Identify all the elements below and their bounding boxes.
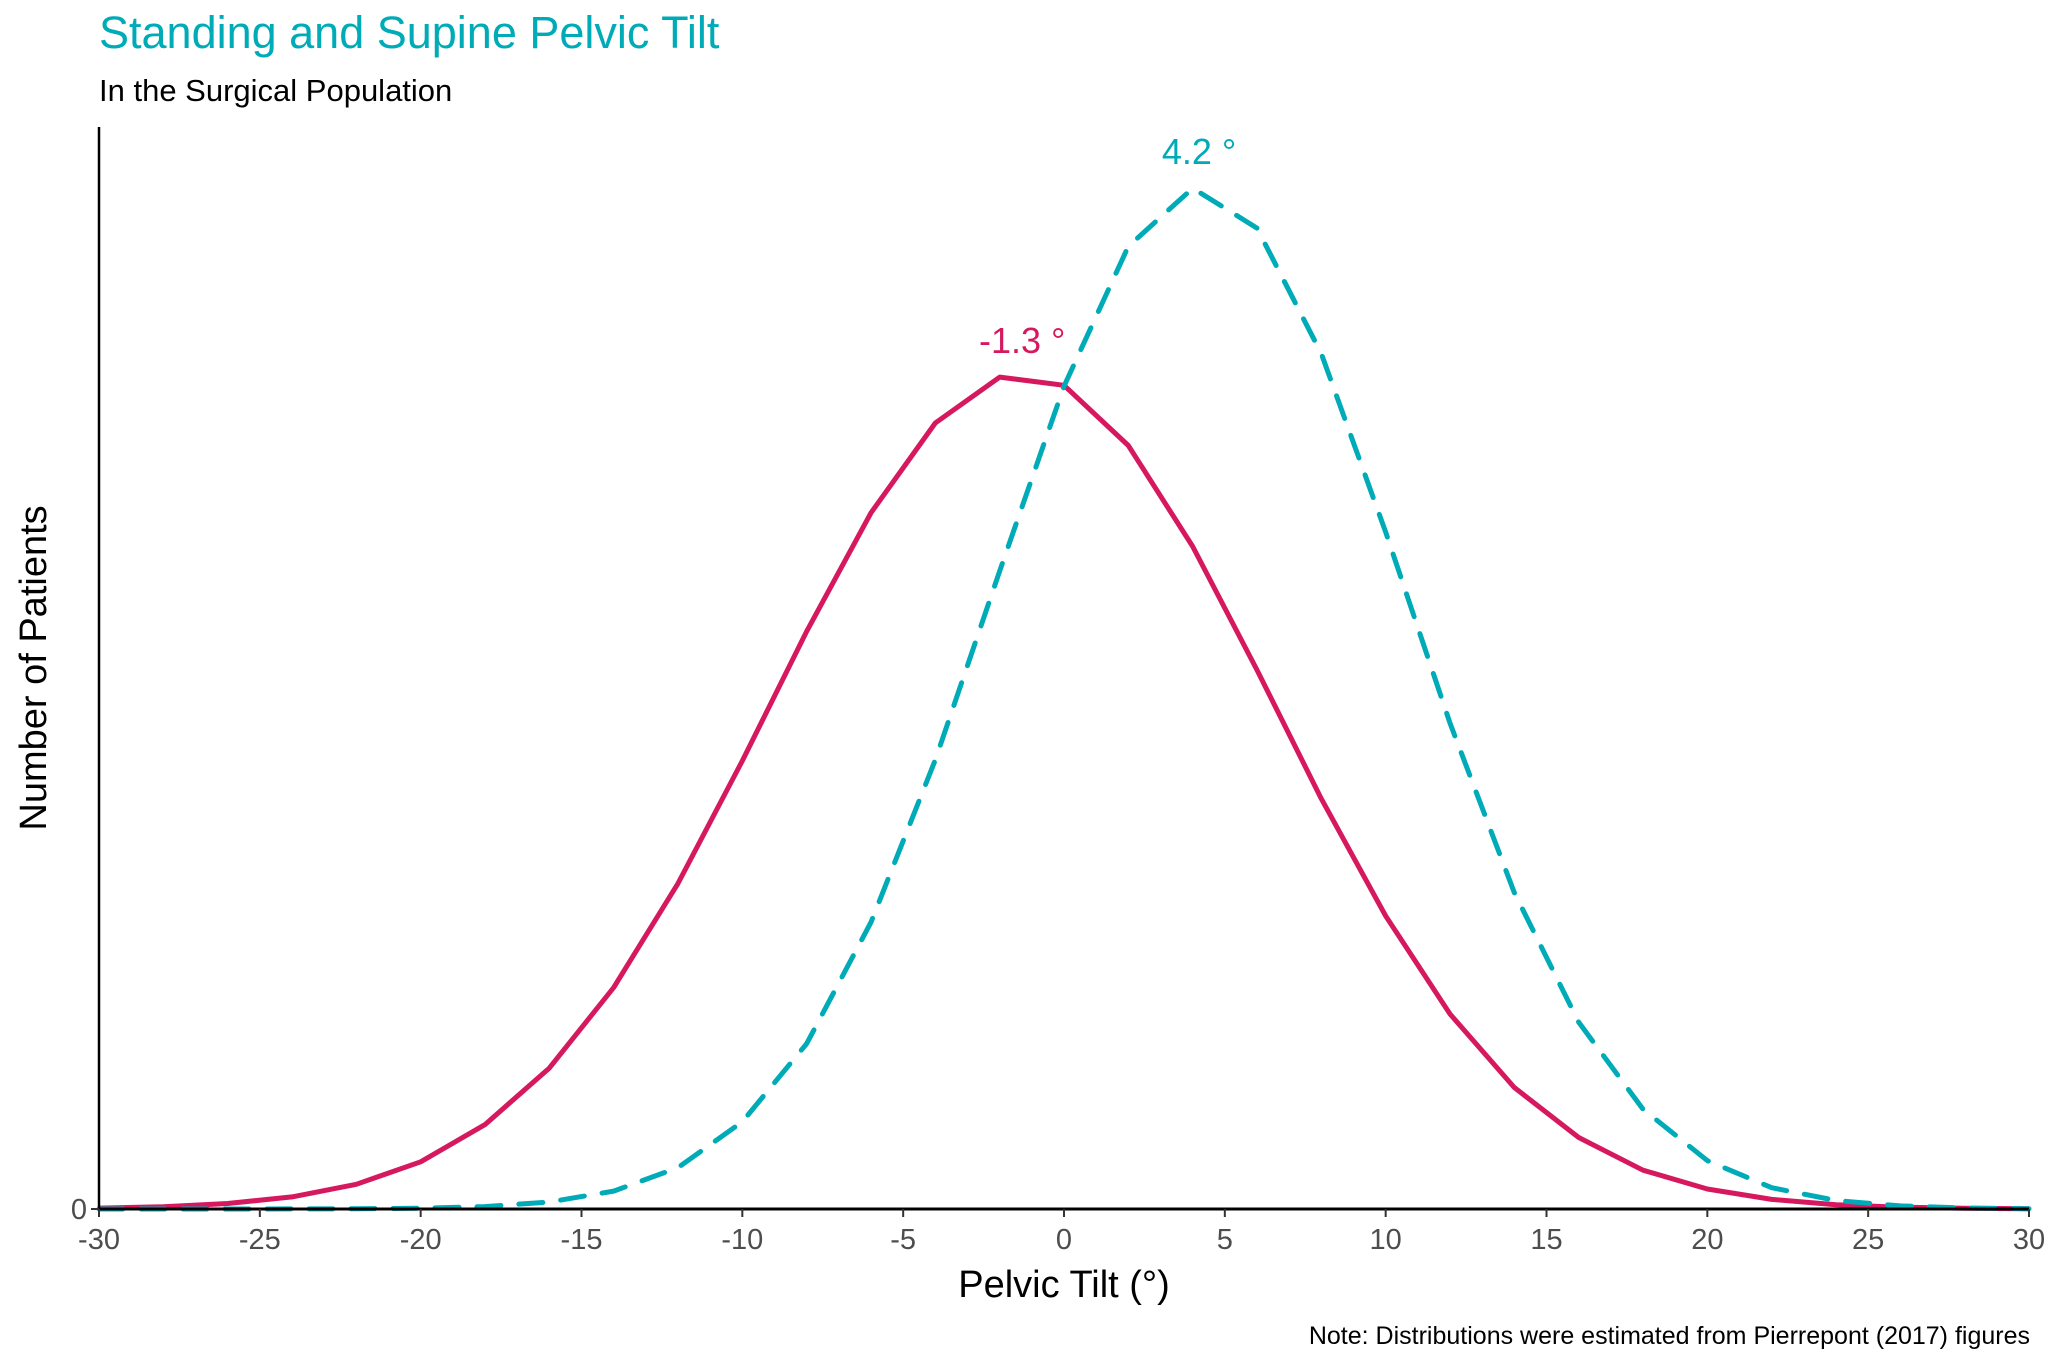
caption: Note: Distributions were estimated from … [1309,1322,2030,1350]
x-axis-label: Pelvic Tilt (°) [958,1264,1170,1306]
x-tick-label: 30 [2013,1224,2045,1256]
plot-area: -1.3 ° 4.2 ° [96,131,2032,1212]
x-tick-label: 20 [1691,1224,1723,1256]
x-ticks: -30 -25 -20 -15 -10 -5 0 5 10 15 20 25 30 [78,1209,2045,1256]
y-tick-label: 0 [71,1194,87,1226]
y-axis-label: Number of Patients [13,505,55,830]
chart-subtitle: In the Surgical Population [99,73,452,108]
y-ticks: 0 [71,1194,99,1226]
chart-title: Standing and Supine Pelvic Tilt [99,7,720,58]
x-tick-label: -20 [400,1224,442,1256]
x-tick-label: -25 [239,1224,281,1256]
series-line-dashed [96,185,2032,1212]
peak-label: -1.3 ° [979,320,1065,361]
x-tick-label: 5 [1217,1224,1233,1256]
x-tick-label: 10 [1370,1224,1402,1256]
x-tick-label: -10 [721,1224,763,1256]
x-tick-label: -30 [78,1224,120,1256]
x-tick-label: -15 [561,1224,603,1256]
x-tick-label: 0 [1056,1224,1072,1256]
x-tick-label: -5 [890,1224,916,1256]
peak-label: 4.2 ° [1162,131,1236,172]
x-tick-label: 15 [1530,1224,1562,1256]
series-line-solid [98,374,2030,1212]
x-tick-label: 25 [1852,1224,1884,1256]
